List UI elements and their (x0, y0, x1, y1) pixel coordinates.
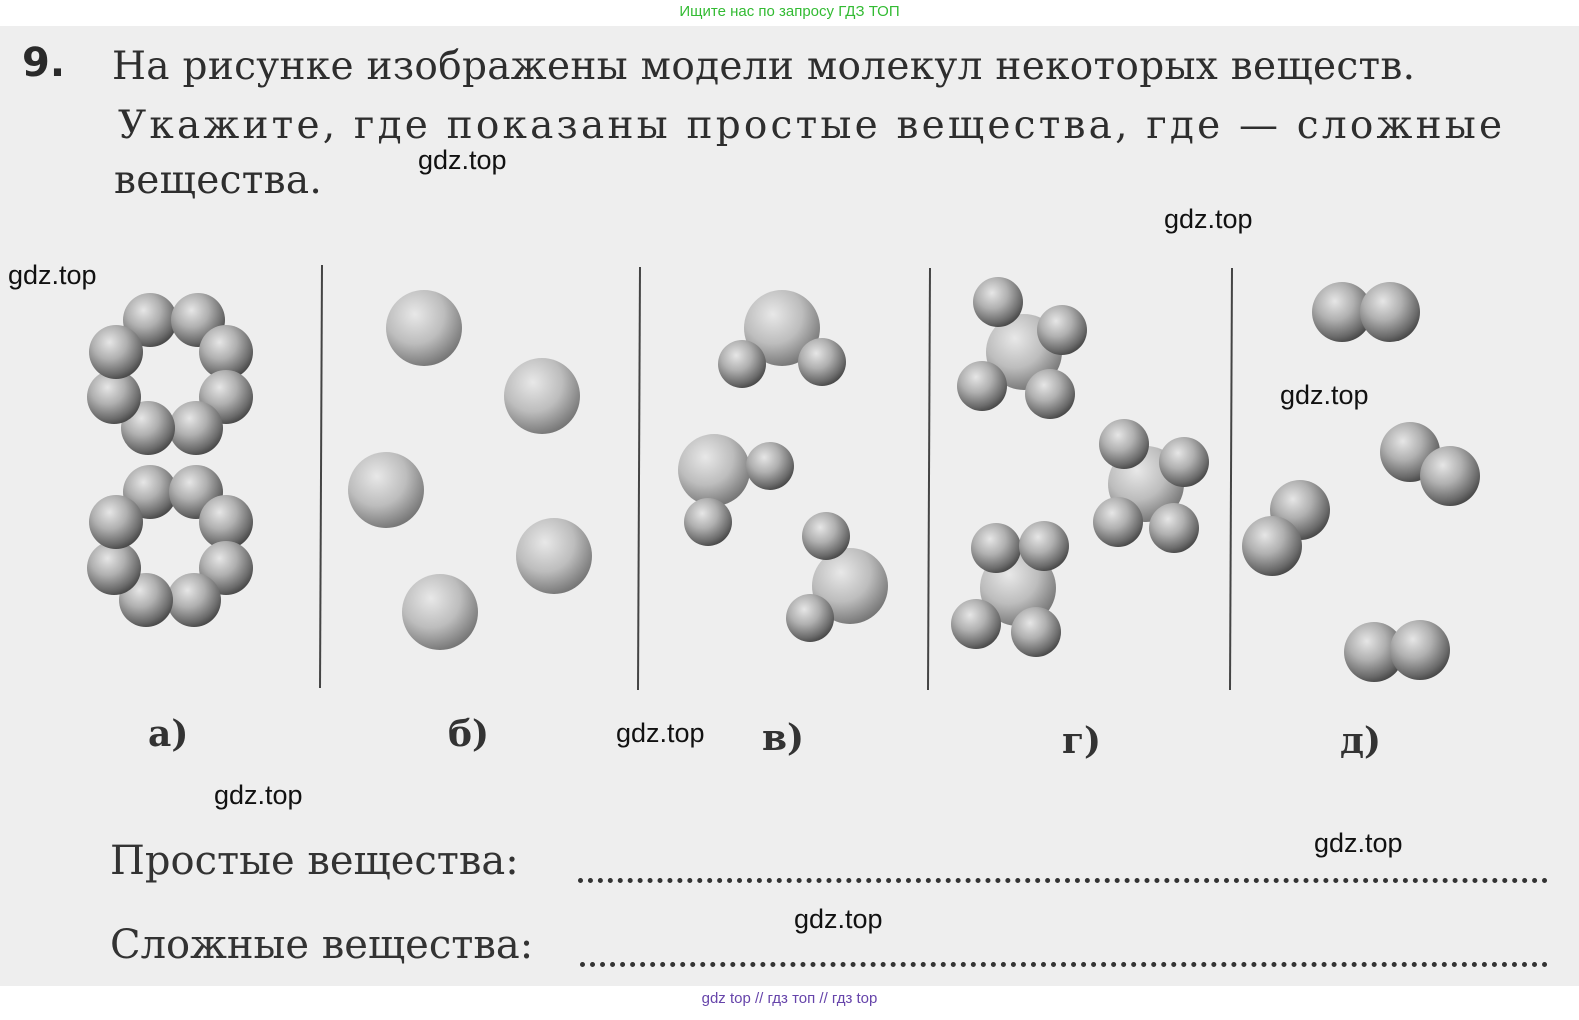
answer-simple-line[interactable] (578, 878, 1548, 883)
separator-line (319, 264, 323, 689)
separator-line (927, 267, 931, 691)
task-text-line-1: На рисунке изображены модели молекул нек… (112, 44, 1416, 89)
bottom-banner[interactable]: gdz top // гдз топ // гдз top (701, 990, 878, 1007)
molecule-d-4 (1344, 620, 1450, 682)
answer-complex-label: Сложные вещества: (110, 922, 534, 968)
molecule-b-atoms (348, 290, 592, 650)
watermark: gdz.top (616, 718, 705, 748)
molecule-a-ring-bottom (87, 465, 253, 627)
molecule-g-1 (957, 277, 1087, 419)
separator-line (637, 266, 641, 691)
watermark: gdz.top (1280, 380, 1369, 410)
molecule-a-ring-top (87, 293, 253, 455)
watermark: gdz.top (214, 780, 303, 810)
watermark: gdz.top (794, 904, 883, 934)
figure-label-v: в) (762, 717, 805, 759)
molecule-d-3 (1242, 480, 1330, 576)
separator-line (1229, 267, 1233, 691)
figure-label-b: б) (448, 713, 490, 755)
task-text-line-2: Укажите, где показаны простые вещества, … (118, 103, 1506, 148)
task-text-line-3: вещества. (114, 158, 323, 203)
watermark: gdz.top (1164, 204, 1253, 234)
answer-complex-line[interactable] (580, 962, 1548, 967)
task-number: 9. (22, 40, 66, 86)
watermark: gdz.top (8, 260, 97, 290)
watermark: gdz.top (1314, 828, 1403, 858)
figure-label-g: г) (1062, 720, 1102, 762)
molecule-v-3 (786, 512, 888, 642)
molecule-d-2 (1380, 422, 1480, 506)
molecule-g-3 (951, 521, 1069, 657)
molecule-g-2 (1093, 419, 1209, 553)
molecule-d-1 (1312, 282, 1420, 342)
figure-label-d: д) (1340, 720, 1382, 762)
answer-simple-label: Простые вещества: (110, 838, 519, 884)
watermark: gdz.top (418, 145, 507, 175)
top-banner[interactable]: Ищите нас по запросу ГДЗ ТОП (679, 3, 900, 20)
molecule-v-1 (718, 290, 846, 388)
molecule-v-2 (678, 434, 794, 546)
figure-label-a: а) (148, 713, 189, 755)
